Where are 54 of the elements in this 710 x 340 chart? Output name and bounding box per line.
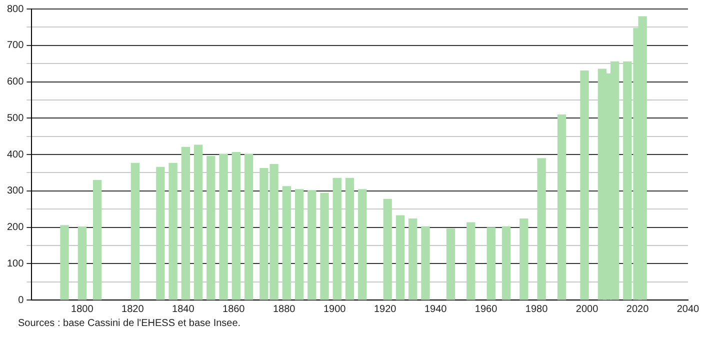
bar (282, 186, 291, 300)
bar (345, 178, 354, 300)
y-tick-label: 700 (6, 40, 24, 52)
bar (320, 192, 329, 300)
bar (520, 218, 528, 300)
y-tick-label: 800 (6, 4, 24, 15)
bar (156, 166, 165, 300)
y-tick-label: 200 (6, 222, 24, 233)
bar (408, 218, 418, 300)
y-tick-label: 500 (6, 112, 24, 124)
bar (396, 215, 405, 300)
x-tick-label: 1960 (474, 304, 498, 315)
bar (130, 162, 140, 300)
y-tick-label: 300 (6, 186, 24, 197)
bar (358, 189, 367, 300)
x-tick-label: 1840 (172, 304, 195, 315)
bar (383, 198, 392, 300)
x-tick-label: 2000 (576, 304, 599, 315)
x-tick-label: 1820 (122, 304, 144, 315)
x-tick-label: 1800 (71, 304, 94, 315)
y-tick-label: 400 (6, 149, 24, 160)
x-tick-label: 1900 (323, 304, 346, 315)
bar (60, 225, 69, 300)
bar (206, 156, 216, 300)
x-tick-label: 1880 (272, 304, 296, 315)
x-tick-label: 2020 (626, 304, 650, 315)
x-tick-label: 1980 (525, 304, 548, 315)
bar (244, 154, 254, 300)
y-tick-label: 600 (6, 76, 24, 88)
x-tick-label: 1860 (222, 304, 246, 315)
source-note: Sources : base Cassini de l'EHESS et base Insee. (18, 318, 242, 329)
bar (502, 226, 511, 300)
bar (181, 146, 190, 300)
bar (92, 180, 102, 300)
bar (332, 178, 342, 300)
bar (232, 152, 240, 300)
bar (308, 190, 316, 300)
bar (219, 154, 228, 300)
bar (557, 114, 566, 300)
y-tick-label: 100 (6, 258, 24, 270)
x-tick-label: 1920 (374, 304, 397, 315)
bar (168, 162, 178, 300)
bar (194, 144, 203, 300)
x-tick-label: 1940 (424, 304, 448, 315)
bar (580, 70, 589, 300)
bar (78, 226, 86, 300)
bar (537, 158, 546, 300)
bar (294, 189, 304, 300)
bar (466, 222, 476, 300)
bar (486, 227, 496, 300)
y-tick-label: 0 (18, 294, 24, 306)
x-tick-label: 2040 (676, 304, 700, 315)
bar (446, 228, 456, 300)
bar (421, 226, 430, 300)
